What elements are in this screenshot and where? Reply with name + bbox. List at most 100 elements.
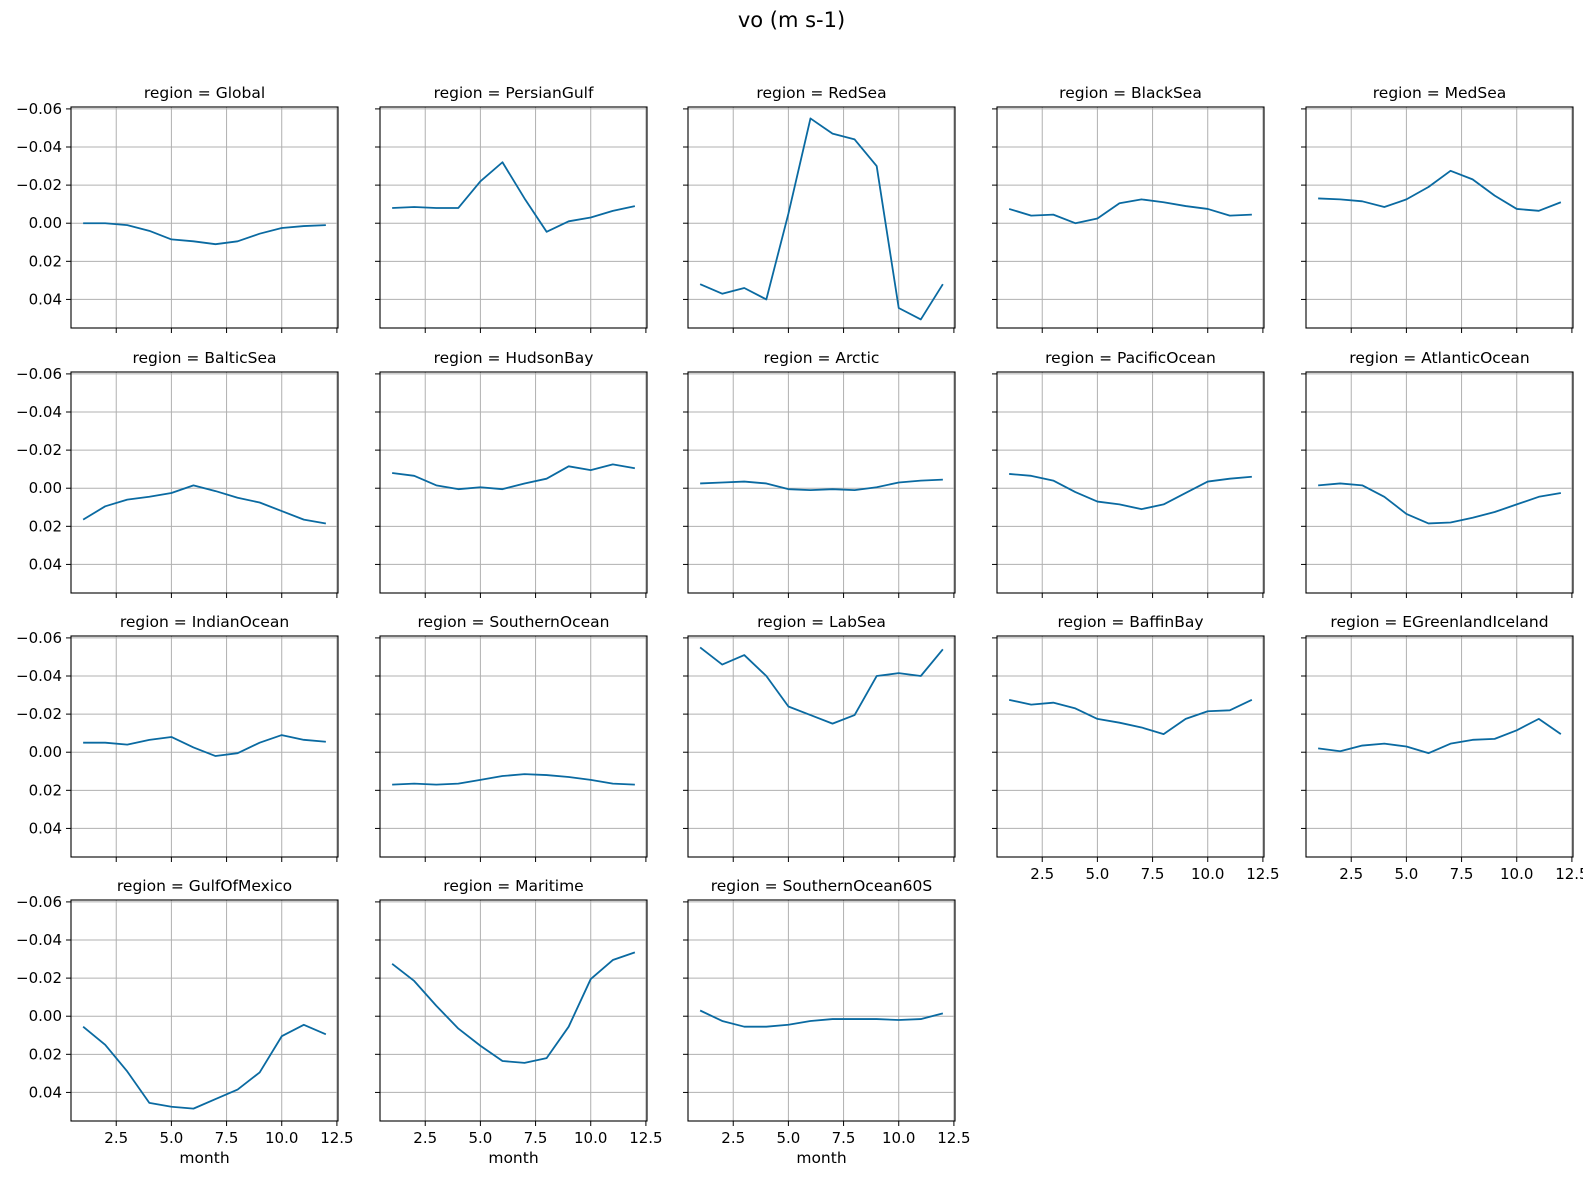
y-tick-label: 0.04 — [29, 1083, 62, 1101]
x-tick-label: 5.0 — [159, 1129, 183, 1147]
x-tick-label: 10.0 — [882, 1129, 915, 1147]
x-tick-label: 7.5 — [1141, 865, 1165, 883]
axes-frame — [70, 106, 339, 329]
series-line — [391, 951, 636, 1064]
subplot-title: region = MedSea — [1373, 84, 1506, 102]
y-tick-label: −0.04 — [16, 667, 62, 685]
series-line — [83, 222, 326, 246]
y-tick-label: −0.04 — [16, 931, 62, 949]
subplot-11: region = IndianOcean −0.06 −0.04 −0.02 0.00 0… — [16, 613, 339, 862]
subplot-title: region = SouthernOcean — [418, 613, 610, 631]
subplot-5: region = MedSea — [1301, 84, 1574, 333]
subplot-title: region = EGreenlandIceland — [1330, 613, 1548, 631]
subplot-9: region = PacificOcean — [992, 349, 1265, 598]
series-line — [699, 117, 944, 321]
axes-frame — [379, 899, 648, 1122]
subplot-16: region = GulfOfMexico −0.06 −0.04 −0.02 0.00… — [16, 877, 354, 1167]
axes-frame — [1305, 635, 1574, 858]
subplot-title: region = BaffinBay — [1057, 613, 1203, 631]
series-line — [83, 734, 326, 757]
series-line — [392, 161, 636, 233]
axes-frame — [1305, 106, 1574, 329]
y-tick-label: −0.02 — [16, 441, 62, 459]
axes-frame — [1305, 371, 1574, 594]
subplot-13: region = LabSea — [683, 613, 956, 862]
y-tick-label: 0.02 — [29, 252, 62, 270]
x-tick-label: 10.0 — [1191, 865, 1224, 883]
x-axis-label: month — [488, 1149, 538, 1167]
series-line — [1318, 482, 1562, 525]
x-tick-label: 7.5 — [1450, 865, 1474, 883]
subplot-3: region = RedSea — [683, 84, 956, 333]
x-tick-label: 10.0 — [265, 1129, 298, 1147]
axes-frame — [379, 371, 648, 594]
series-line — [1008, 198, 1252, 225]
series-line — [1318, 717, 1562, 755]
x-tick-label: 10.0 — [574, 1129, 607, 1147]
x-tick-label: 5.0 — [1394, 865, 1418, 883]
y-tick-label: 0.00 — [29, 1007, 62, 1025]
x-tick-label: 2.5 — [413, 1129, 437, 1147]
axes-frame — [379, 635, 648, 858]
subplot-15: region = EGreenlandIceland 2.5 5.0 7.5 10.0 1… — [1301, 613, 1583, 883]
axes-frame — [687, 371, 956, 594]
subplot-title: region = SouthernOcean60S — [711, 877, 933, 895]
subplot-2: region = PersianGulf — [375, 84, 648, 333]
y-tick-label: −0.04 — [16, 138, 62, 156]
x-tick-label: 2.5 — [104, 1129, 128, 1147]
subplot-title: region = IndianOcean — [120, 613, 289, 631]
series-line — [82, 484, 327, 525]
y-tick-label: −0.06 — [16, 629, 62, 647]
subplot-title: region = PersianGulf — [434, 84, 594, 102]
y-tick-label: 0.04 — [29, 555, 62, 573]
subplot-4: region = BlackSea — [992, 84, 1265, 333]
subplot-title: region = Maritime — [443, 877, 583, 895]
axes-frame — [996, 635, 1265, 858]
figure-title: vo (m s-1) — [738, 8, 845, 32]
x-tick-label: 5.0 — [468, 1129, 492, 1147]
y-tick-label: −0.04 — [16, 403, 62, 421]
series-line — [392, 773, 635, 786]
panels-grid: region = Global −0.06 −0.04 −0.02 0.00 0.02 0.… — [16, 84, 1583, 1167]
subplot-title: region = Arctic — [764, 349, 880, 367]
x-tick-label: 7.5 — [524, 1129, 548, 1147]
x-tick-label: 7.5 — [832, 1129, 856, 1147]
subplot-18: region = SouthernOcean60S 2.5 5.0 7.5 10.0 12… — [683, 877, 971, 1167]
series-line — [699, 646, 944, 725]
series-line — [1318, 169, 1562, 212]
axes-frame — [70, 635, 339, 858]
x-tick-label: 5.0 — [776, 1129, 800, 1147]
y-tick-label: −0.06 — [16, 365, 62, 383]
x-tick-label: 2.5 — [721, 1129, 745, 1147]
x-tick-label: 10.0 — [1500, 865, 1533, 883]
series-line — [699, 1009, 944, 1028]
series-line — [392, 463, 636, 491]
x-tick-label: 12.5 — [937, 1129, 970, 1147]
x-axis-label: month — [179, 1149, 229, 1167]
series-line — [1008, 698, 1253, 736]
y-tick-label: 0.02 — [29, 781, 62, 799]
subplot-title: region = Global — [144, 84, 265, 102]
subplot-10: region = AtlanticOcean — [1301, 349, 1574, 598]
x-tick-label: 2.5 — [1030, 865, 1054, 883]
subplot-12: region = SouthernOcean — [375, 613, 648, 862]
y-tick-label: −0.06 — [16, 893, 62, 911]
subplot-7: region = HudsonBay — [375, 349, 648, 598]
series-line — [700, 478, 943, 492]
series-line — [82, 1023, 327, 1110]
subplot-14: region = BaffinBay 2.5 5.0 7.5 10.0 12.5 — [992, 613, 1280, 883]
y-tick-label: 0.04 — [29, 290, 62, 308]
axes-frame — [687, 106, 956, 329]
subplot-title: region = HudsonBay — [434, 349, 594, 367]
x-tick-label: 12.5 — [1246, 865, 1279, 883]
x-tick-label: 5.0 — [1085, 865, 1109, 883]
axes-frame — [70, 371, 339, 594]
x-tick-label: 12.5 — [629, 1129, 662, 1147]
axes-frame — [687, 635, 956, 858]
subplot-17: region = Maritime 2.5 5.0 7.5 10.0 12.5 month — [375, 877, 663, 1167]
y-tick-label: −0.02 — [16, 176, 62, 194]
y-tick-label: 0.00 — [29, 479, 62, 497]
subplot-title: region = BlackSea — [1059, 84, 1202, 102]
x-tick-label: 7.5 — [215, 1129, 239, 1147]
